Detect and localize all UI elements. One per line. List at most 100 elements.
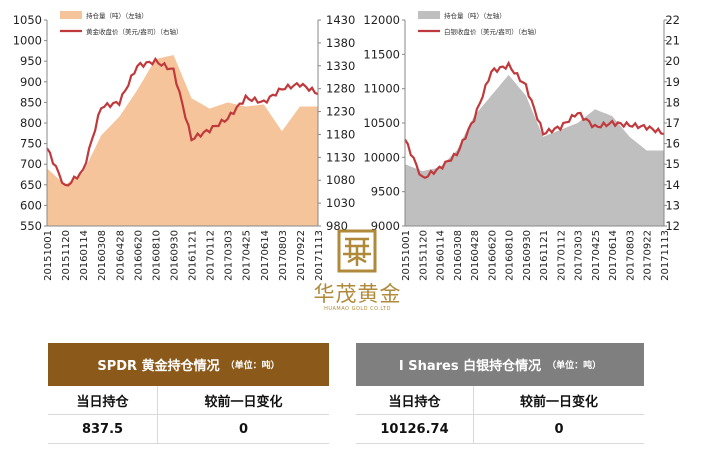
right-tick-label: 21 <box>665 34 680 48</box>
legend-area-swatch <box>418 11 440 19</box>
ishares-change-label: 较前一日变化 <box>519 394 598 410</box>
ishares-card-unit: （单位：吨） <box>547 361 602 371</box>
spdr-card-unit: （单位：吨） <box>225 361 280 371</box>
right-tick-label: 13 <box>665 198 680 212</box>
charts-area: 5506006507007508008509009501000105098010… <box>13 11 680 281</box>
x-tick-label: 20170303 <box>574 230 585 281</box>
legend-area-swatch <box>60 11 82 19</box>
left-tick-label: 1050 <box>13 13 42 27</box>
x-tick-label: 20160620 <box>133 230 144 281</box>
right-tick-label: 1330 <box>326 59 355 73</box>
x-tick-label: 20160428 <box>115 230 126 281</box>
right-tick-label: 1030 <box>326 196 355 210</box>
left-tick-label: 11500 <box>363 47 400 61</box>
left-tick-label: 950 <box>20 54 42 68</box>
x-tick-label: 20160930 <box>522 230 533 281</box>
x-tick-label: 20170803 <box>278 230 289 281</box>
left-tick-label: 12000 <box>363 13 400 27</box>
x-tick-label: 20161121 <box>188 230 199 281</box>
left-tick-label: 550 <box>20 219 42 233</box>
chart-panel-2: 9000 9500 10000 10500 11000 11500 12000 12 13 14 1… <box>363 11 680 281</box>
x-tick-label: 20161121 <box>539 230 550 281</box>
right-tick-label: 22 <box>665 13 680 27</box>
left-tick-label: 600 <box>20 198 42 212</box>
ishares-card-label-row: 当日持仓 较前一日变化 <box>356 386 644 415</box>
ishares-change-value: 0 <box>554 421 564 437</box>
spdr-card-label-row: 当日持仓 较前一日变化 <box>48 386 329 415</box>
right-tick-label: 1430 <box>326 13 355 27</box>
ishares-card-title: I Shares 白银持仓情况 <box>398 359 542 374</box>
left-tick-label: 800 <box>20 116 42 130</box>
price-line-series <box>46 56 319 187</box>
right-tick-label: 1280 <box>326 82 355 96</box>
legend-area-label: 持仓量（吨）（左轴） <box>444 11 506 20</box>
left-tick-label: 1000 <box>13 34 42 48</box>
left-tick-label: 10000 <box>363 150 400 164</box>
legend-area-label: 持仓量（吨）（左轴） <box>86 11 148 20</box>
logo-subtitle: HUAMAO GOLD CO.LTD <box>324 306 391 312</box>
spdr-change-value: 0 <box>238 421 249 437</box>
x-tick-label: 20171113 <box>314 230 325 281</box>
x-tick-label: 20160930 <box>169 230 180 281</box>
x-tick-label: 20160308 <box>97 230 108 281</box>
holding-area-series <box>405 74 664 227</box>
spdr-card-title: SPDR 黄金持仓情况 <box>97 359 220 374</box>
right-tick-label: 15 <box>665 157 680 171</box>
x-tick-label: 20170425 <box>242 230 253 281</box>
holding-area-series <box>47 55 318 226</box>
right-tick-label: 1130 <box>326 150 355 164</box>
right-tick-label: 1080 <box>326 173 355 187</box>
legend-line-label: 白银收盘价（美元/盎司）（右轴） <box>444 27 540 36</box>
ishares-card-header: I Shares 白银持仓情况 （单位：吨） <box>356 343 644 386</box>
left-tick-label: 850 <box>20 95 42 109</box>
ishares-silver-card: I Shares 白银持仓情况 （单位：吨） 当日持仓 较前一日变化 10126… <box>356 343 644 444</box>
right-tick-label: 18 <box>665 95 680 109</box>
x-tick-label: 20160114 <box>436 230 447 281</box>
legend-line-label: 黄金收盘价（美元/盎司）（右轴） <box>86 27 182 36</box>
x-tick-label: 20160810 <box>151 230 162 281</box>
spdr-change-label: 较前一日变化 <box>204 394 283 410</box>
left-tick-label: 650 <box>20 178 42 192</box>
right-tick-label: 1180 <box>326 127 355 141</box>
x-tick-label: 20170112 <box>556 230 567 281</box>
right-tick-label: 17 <box>665 116 680 130</box>
logo-emblem-icon <box>337 229 377 273</box>
x-tick-label: 20160114 <box>79 230 90 281</box>
x-tick-label: 20170803 <box>625 230 636 281</box>
x-tick-label: 20170922 <box>296 230 307 281</box>
right-tick-label: 1380 <box>326 36 355 50</box>
x-tick-label: 20151120 <box>61 230 72 281</box>
spdr-card-value-row: 837.5 0 <box>48 415 329 444</box>
price-line-series <box>404 60 665 180</box>
huamao-logo: 华茂黄金 HUAMAO GOLD CO.LTD <box>310 228 405 318</box>
spdr-gold-card: SPDR 黄金持仓情况 （单位：吨） 当日持仓 较前一日变化 837.5 0 <box>48 343 329 444</box>
x-tick-label: 20170425 <box>591 230 602 281</box>
x-tick-label: 20151001 <box>43 230 54 281</box>
left-tick-label: 11000 <box>363 82 400 96</box>
x-tick-label: 20151001 <box>401 230 412 281</box>
left-tick-label: 9000 <box>371 219 400 233</box>
left-tick-label: 9500 <box>371 185 400 199</box>
ishares-holding-label: 当日持仓 <box>356 386 474 414</box>
x-tick-label: 20151120 <box>418 230 429 281</box>
chart-panel-1: 5506006507007508008509009501000105098010… <box>13 11 355 281</box>
x-tick-label: 20171113 <box>660 230 671 281</box>
right-tick-label: 19 <box>665 75 680 89</box>
left-tick-label: 10500 <box>363 116 400 130</box>
right-tick-label: 16 <box>665 137 680 151</box>
x-tick-label: 20160308 <box>453 230 464 281</box>
x-tick-label: 20160810 <box>505 230 516 281</box>
ishares-holding-value: 10126.74 <box>356 415 474 443</box>
x-tick-label: 20170614 <box>260 230 271 281</box>
x-tick-label: 20160620 <box>487 230 498 281</box>
x-tick-label: 20170303 <box>224 230 235 281</box>
left-tick-label: 900 <box>20 75 42 89</box>
spdr-holding-value: 837.5 <box>48 415 158 443</box>
spdr-card-header: SPDR 黄金持仓情况 （单位：吨） <box>48 343 329 386</box>
right-tick-label: 12 <box>665 219 680 233</box>
right-tick-label: 1230 <box>326 105 355 119</box>
left-tick-label: 700 <box>20 157 42 171</box>
x-tick-label: 20160428 <box>470 230 481 281</box>
ishares-card-value-row: 10126.74 0 <box>356 415 644 444</box>
right-tick-label: 14 <box>665 178 680 192</box>
